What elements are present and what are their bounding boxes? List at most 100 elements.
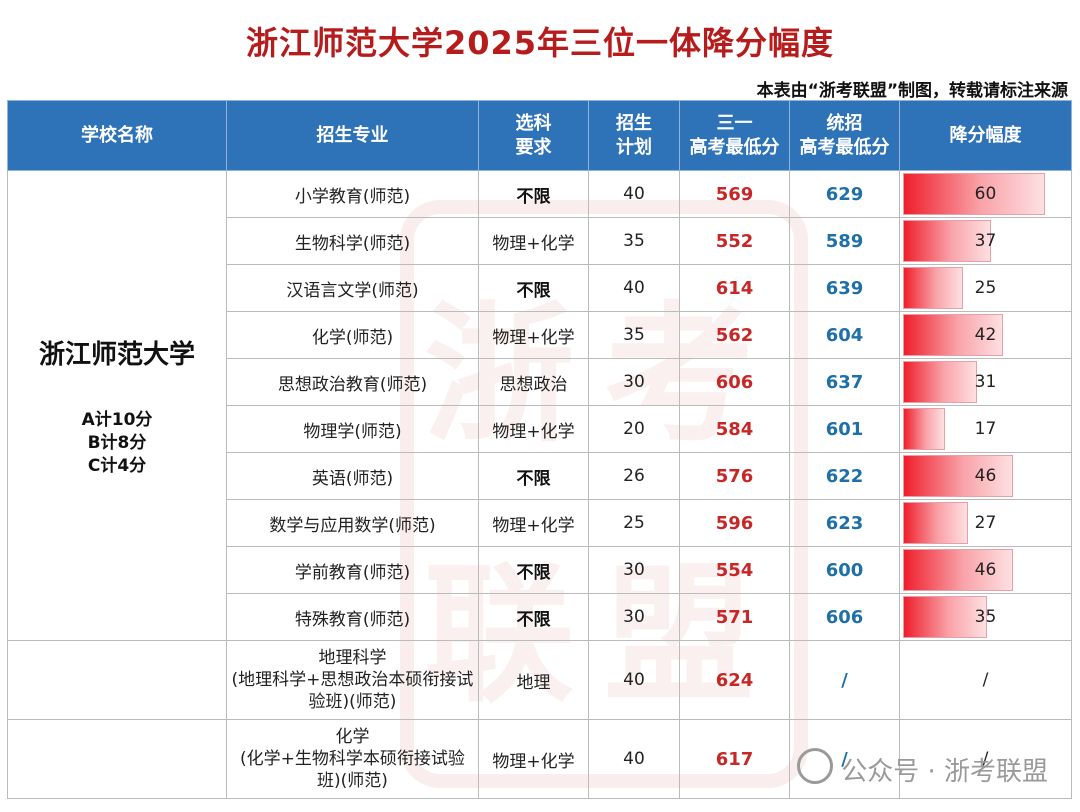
score-table: 学校名称 招生专业 选科 要求 招生 计划 三一 高考最低分 统招 高考最低分 降分幅度… bbox=[7, 100, 1072, 799]
drop-value: 35 bbox=[974, 607, 997, 627]
drop-cell: 27 bbox=[899, 499, 1072, 547]
tongzhao-score-cell: 629 bbox=[789, 170, 900, 218]
table-row: 生物科学(师范) 物理+化学 35 552 589 37 bbox=[8, 217, 1072, 265]
sanyi-score-cell: 552 bbox=[679, 217, 790, 265]
plan-cell: 40 bbox=[588, 640, 680, 720]
drop-bar bbox=[903, 267, 964, 309]
header-sanyi: 三一 高考最低分 bbox=[679, 100, 790, 171]
header-plan-line1: 招生 bbox=[616, 112, 652, 134]
subject-cell: 不限 bbox=[478, 264, 589, 312]
tongzhao-score-cell: / bbox=[789, 640, 900, 720]
bonus-b: B计8分 bbox=[87, 432, 147, 453]
subject-cell: 地理 bbox=[478, 640, 589, 720]
drop-bar bbox=[903, 502, 969, 544]
source-note: 本表由“浙考联盟”制图，转载请标注来源 bbox=[756, 81, 1068, 101]
major-cell: 汉语言文学(师范) bbox=[226, 264, 479, 312]
sanyi-score-cell: 576 bbox=[679, 452, 790, 500]
table-row: 浙江师范大学 A计10分 B计8分 C计4分 小学教育(师范) 不限 40 56… bbox=[7, 170, 1072, 641]
header-subject-line1: 选科 bbox=[515, 112, 552, 134]
major-cell: 生物科学(师范) bbox=[226, 217, 479, 265]
drop-bar bbox=[903, 220, 992, 262]
subject-cell: 不限 bbox=[478, 546, 589, 594]
header-plan: 招生 计划 bbox=[588, 100, 680, 171]
major-cell: 化学 (化学+生物科学本硕衔接试验 班)(师范) bbox=[226, 719, 479, 799]
plan-cell: 30 bbox=[588, 358, 680, 406]
school-cell-empty bbox=[7, 640, 227, 720]
page-title: 浙江师范大学2025年三位一体降分幅度 bbox=[245, 24, 835, 62]
subject-cell: 物理+化学 bbox=[478, 217, 589, 265]
table-row: 物理学(师范) 物理+化学 20 584 601 17 bbox=[8, 405, 1072, 453]
plan-cell: 20 bbox=[588, 405, 680, 453]
major-cell: 地理科学 (地理科学+思想政治本硕衔接试 验班)(师范) bbox=[226, 640, 479, 720]
drop-value: 42 bbox=[974, 325, 997, 345]
plan-cell: 25 bbox=[588, 499, 680, 547]
bonus-a: A计10分 bbox=[81, 409, 153, 430]
tongzhao-score-cell: 622 bbox=[789, 452, 900, 500]
bonus-c: C计4分 bbox=[87, 455, 147, 476]
sanyi-score-cell: 584 bbox=[679, 405, 790, 453]
subject-cell: 不限 bbox=[478, 452, 589, 500]
major-cell: 数学与应用数学(师范) bbox=[226, 499, 479, 547]
table-row: 思想政治教育(师范) 思想政治 30 606 637 31 bbox=[8, 358, 1072, 406]
plan-cell: 26 bbox=[588, 452, 680, 500]
plan-cell: 35 bbox=[588, 217, 680, 265]
wechat-logo-icon bbox=[797, 748, 834, 784]
sanyi-score-cell: 571 bbox=[679, 593, 790, 641]
major-cell: 特殊教育(师范) bbox=[226, 593, 479, 641]
header-subject: 选科 要求 bbox=[478, 100, 589, 171]
sanyi-score-cell: 614 bbox=[679, 264, 790, 312]
drop-bar bbox=[903, 596, 987, 638]
major-line2: (化学+生物科学本硕衔接试验 bbox=[240, 749, 465, 769]
subject-cell: 不限 bbox=[478, 593, 589, 641]
major-cell: 思想政治教育(师范) bbox=[226, 358, 479, 406]
plan-cell: 35 bbox=[588, 311, 680, 359]
subject-cell: 物理+化学 bbox=[478, 311, 589, 359]
table-row: 地理科学 (地理科学+思想政治本硕衔接试 验班)(师范) 地理 40 624 / / bbox=[7, 640, 1072, 720]
drop-value: 46 bbox=[974, 560, 997, 580]
tongzhao-score-cell: 600 bbox=[789, 546, 900, 594]
tongzhao-score-cell: 589 bbox=[789, 217, 900, 265]
tongzhao-score-cell: 606 bbox=[789, 593, 900, 641]
header-subject-line2: 要求 bbox=[515, 136, 552, 158]
header-major: 招生专业 bbox=[226, 100, 479, 171]
table-row: 英语(师范) 不限 26 576 622 46 bbox=[8, 452, 1072, 500]
drop-bar bbox=[903, 361, 978, 403]
drop-bar bbox=[903, 408, 945, 450]
school-cell-empty bbox=[7, 719, 227, 799]
sanyi-score-cell: 569 bbox=[679, 170, 790, 218]
sanyi-score-cell: 606 bbox=[679, 358, 790, 406]
watermark-footer: 公众号 · 浙考联盟 bbox=[797, 748, 1048, 788]
drop-cell: 46 bbox=[899, 546, 1072, 594]
header-tongzhao-line2: 高考最低分 bbox=[799, 136, 890, 158]
sanyi-score-cell: 562 bbox=[679, 311, 790, 359]
drop-value: 25 bbox=[974, 278, 997, 298]
sanyi-score-cell: 617 bbox=[679, 719, 790, 799]
drop-cell: 60 bbox=[899, 170, 1072, 218]
major-cell: 学前教育(师范) bbox=[226, 546, 479, 594]
major-line1: 化学 bbox=[335, 727, 370, 747]
tongzhao-score-cell: 601 bbox=[789, 405, 900, 453]
major-line3: 验班)(师范) bbox=[308, 692, 397, 712]
drop-value: 17 bbox=[974, 419, 997, 439]
drop-bar bbox=[903, 173, 1046, 215]
drop-bar bbox=[903, 549, 1013, 591]
drop-cell: 37 bbox=[899, 217, 1072, 265]
plan-cell: 40 bbox=[588, 170, 680, 218]
drop-bar bbox=[903, 455, 1013, 497]
plan-cell: 40 bbox=[588, 719, 680, 799]
drop-value: 27 bbox=[974, 513, 997, 533]
tongzhao-score-cell: 623 bbox=[789, 499, 900, 547]
subject-cell: 思想政治 bbox=[478, 358, 589, 406]
subject-cell: 不限 bbox=[478, 170, 589, 218]
drop-cell: 42 bbox=[899, 311, 1072, 359]
major-line2: (地理科学+思想政治本硕衔接试 bbox=[231, 670, 474, 690]
drop-value: 31 bbox=[974, 372, 997, 392]
major-line1: 地理科学 bbox=[318, 648, 387, 668]
drop-bar bbox=[903, 314, 1004, 356]
subject-cell: 物理+化学 bbox=[478, 405, 589, 453]
drop-cell: 31 bbox=[899, 358, 1072, 406]
table-row: 化学(师范) 物理+化学 35 562 604 42 bbox=[8, 311, 1072, 359]
header-tongzhao-line1: 统招 bbox=[826, 112, 863, 134]
subject-cell: 物理+化学 bbox=[478, 499, 589, 547]
